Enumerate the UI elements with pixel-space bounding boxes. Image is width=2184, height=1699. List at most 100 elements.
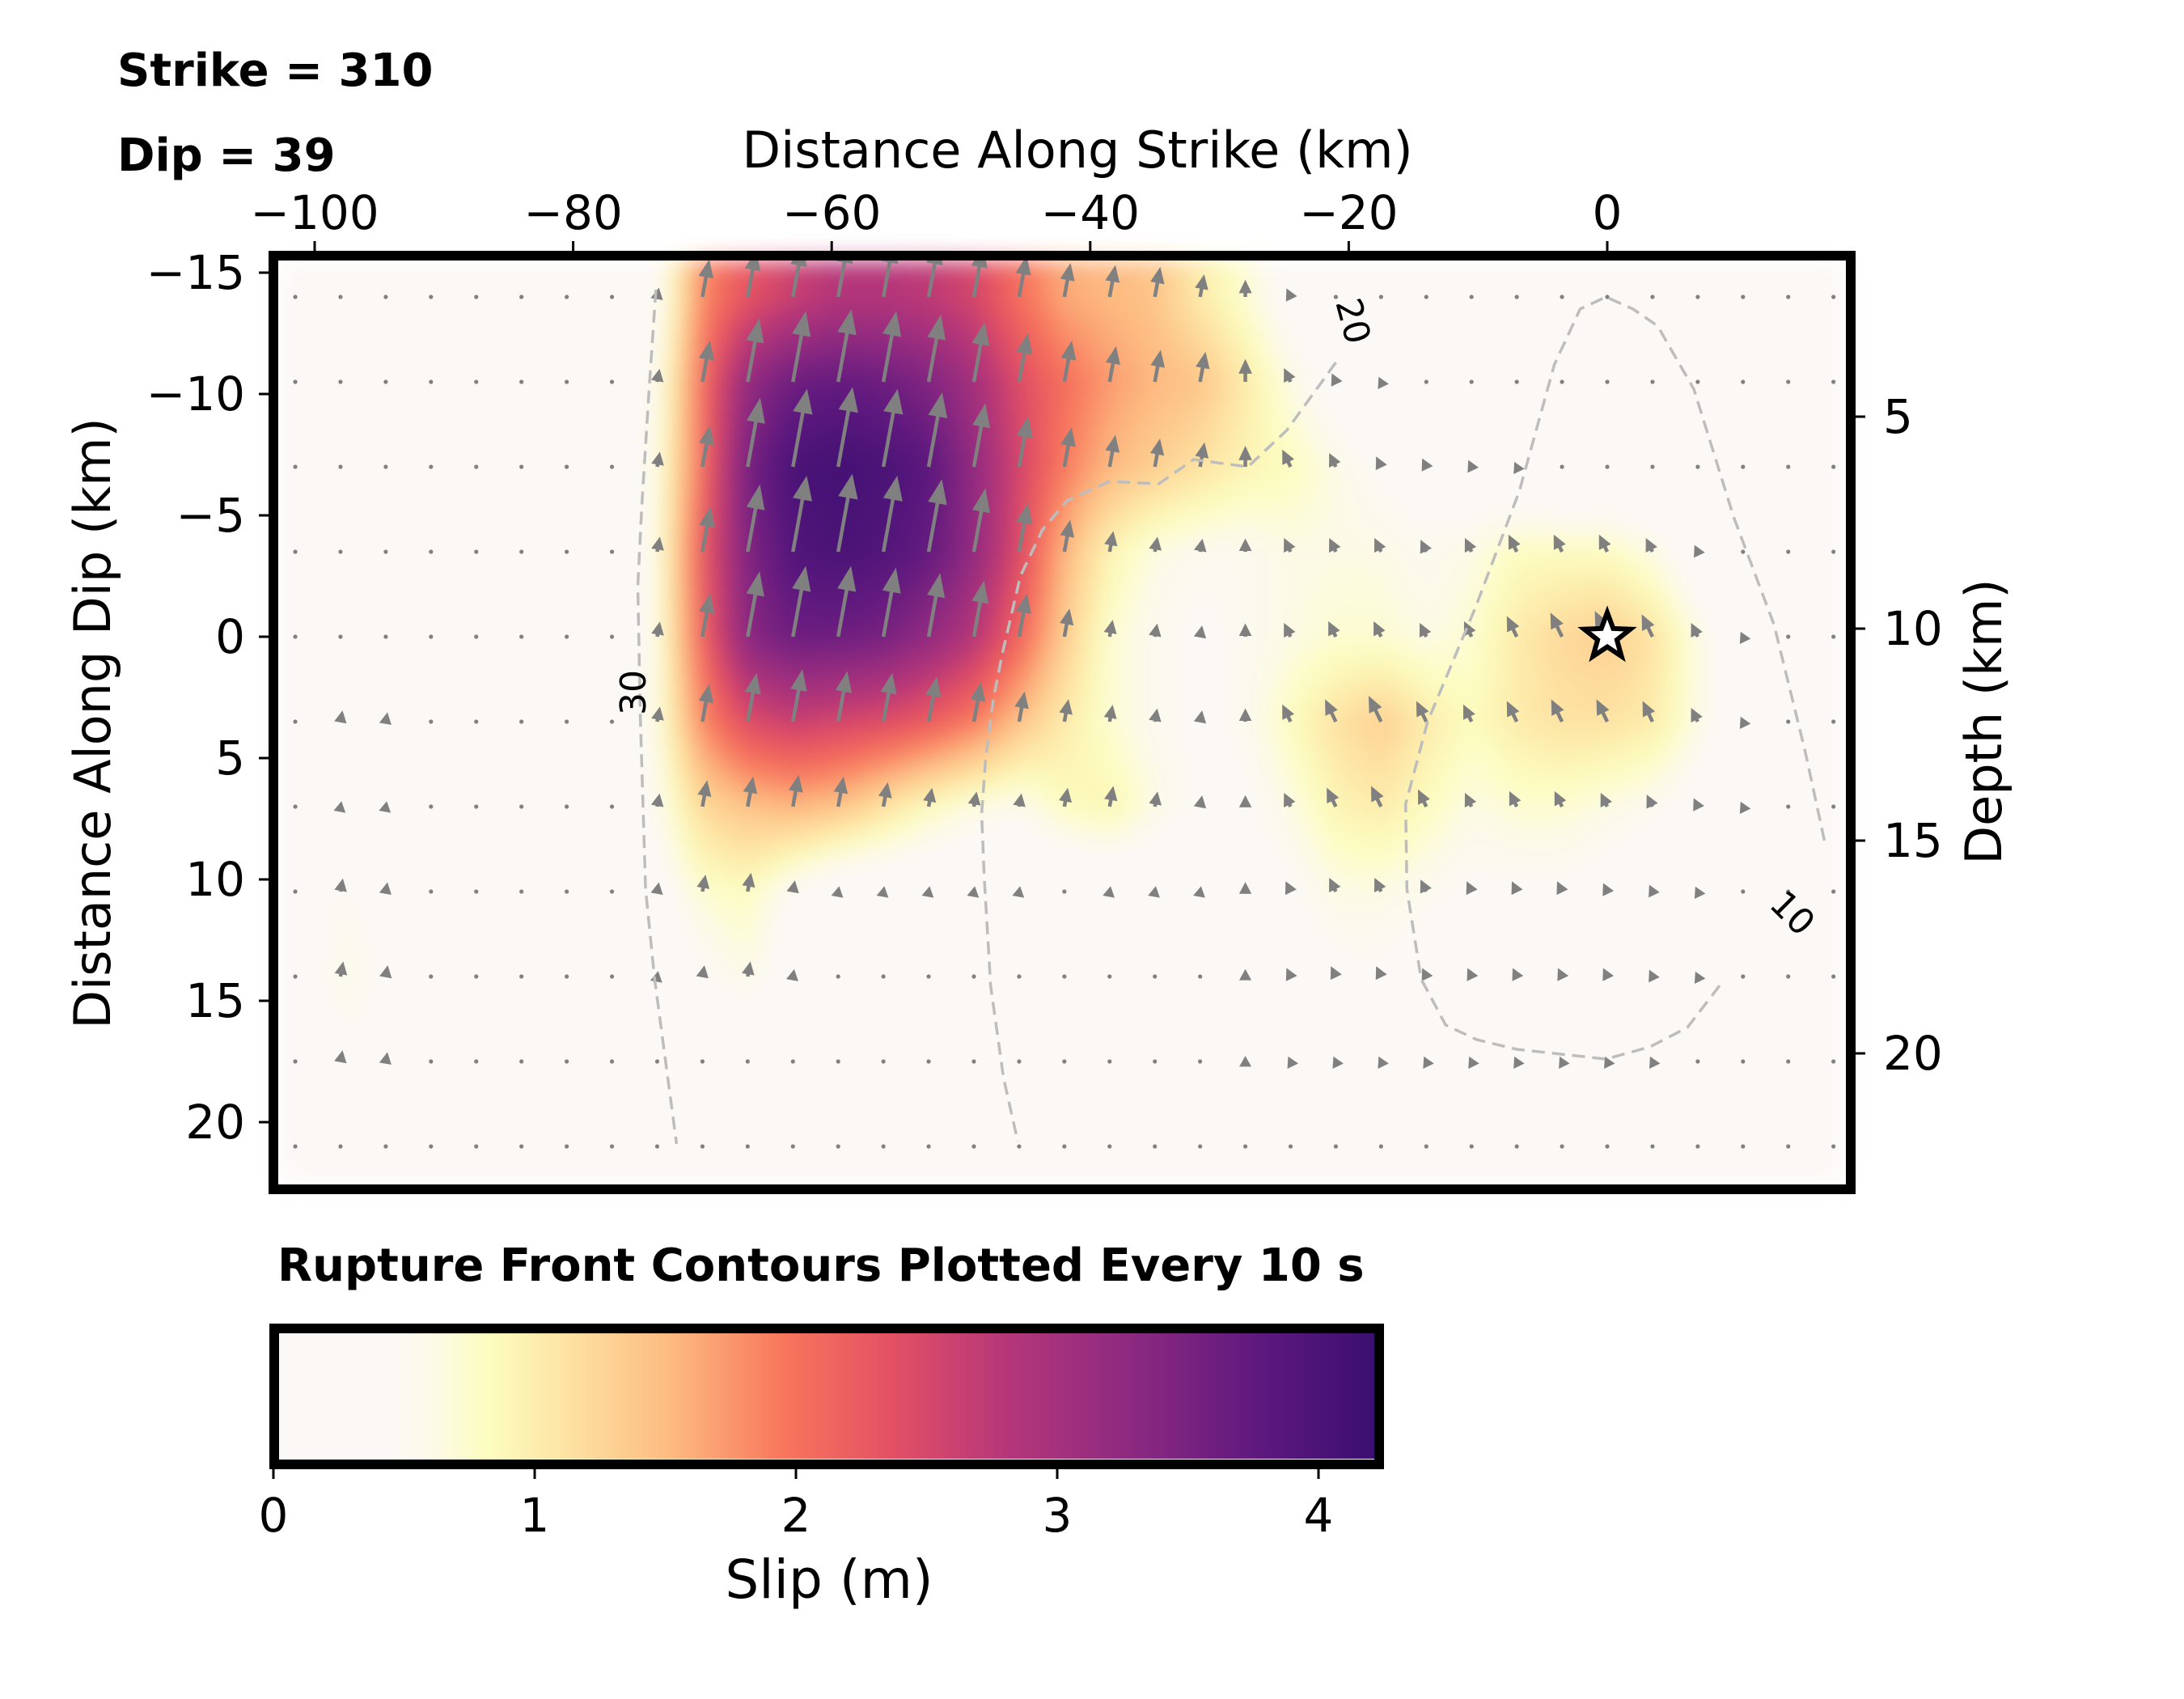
slip-vector-arrow [831, 886, 844, 898]
vector-dot [1786, 1059, 1791, 1064]
vector-dot [383, 294, 388, 299]
slip-vector-arrow [1016, 416, 1033, 468]
colorbar-frame [269, 1324, 1384, 1469]
vector-dot [1831, 634, 1836, 639]
vector-dot [926, 1144, 931, 1149]
slip-vector-arrow [1332, 1056, 1344, 1070]
slip-vector-arrow [696, 965, 709, 979]
x-tick-label: −20 [1299, 185, 1399, 240]
slip-vector-arrow [698, 684, 714, 722]
vector-dot [293, 1059, 298, 1064]
slip-vector-arrow [744, 672, 761, 722]
y-right-tick-label: 10 [1883, 601, 1943, 656]
slip-vector-arrow [1467, 460, 1479, 473]
slip-vector-arrow [1012, 886, 1025, 898]
slip-vector-arrow [1373, 537, 1386, 553]
strike-label: Strike = 310 [117, 44, 434, 97]
vector-dot [1560, 1144, 1564, 1149]
vector-dot [790, 1144, 795, 1149]
y-left-tick-label: −5 [176, 488, 246, 543]
vector-dot [1695, 294, 1700, 299]
vector-dot [565, 294, 569, 299]
slip-vector-arrow [1284, 367, 1296, 383]
slip-vector-arrow [1373, 877, 1386, 892]
vector-dot [745, 1144, 750, 1149]
slip-vector-arrow [1193, 795, 1207, 809]
slip-vector-arrow [1513, 1056, 1525, 1070]
slip-vector-arrow [1325, 699, 1338, 722]
slip-vector-arrow [1509, 790, 1522, 807]
vector-dot [1786, 1144, 1791, 1149]
slip-vector-arrow [1420, 879, 1432, 894]
slip-vector-arrow [698, 261, 714, 298]
slip-vector-arrow [1330, 966, 1342, 981]
vector-dot [1786, 974, 1791, 979]
slip-vector-arrow [1739, 716, 1751, 730]
y-left-tick-label: 10 [185, 852, 245, 907]
vector-dot [1062, 974, 1067, 979]
vector-dot [881, 974, 886, 979]
slip-vector-arrow [1284, 622, 1296, 638]
vector-dot [293, 294, 298, 299]
vector-dot [474, 719, 479, 724]
slip-vector-arrow [791, 475, 812, 553]
vector-dot [1198, 1059, 1203, 1064]
slip-vector-arrow [1691, 707, 1703, 722]
axis-ticks [259, 241, 1865, 1479]
slip-vector-arrow [836, 473, 858, 553]
vector-dot [1741, 464, 1746, 469]
vector-dot [429, 464, 434, 469]
vector-dot [881, 1144, 886, 1149]
vector-dot [293, 719, 298, 724]
slip-vector-arrow [1371, 786, 1384, 807]
vector-dot [971, 1059, 976, 1064]
slip-vector-arrow [1282, 704, 1295, 722]
y-left-tick-label: 0 [215, 609, 245, 664]
vector-dot [1469, 294, 1474, 299]
vector-dot [1831, 974, 1836, 979]
slip-vector-arrow [1554, 790, 1567, 807]
slip-vector-arrow [1468, 1056, 1479, 1070]
vector-dot [1107, 974, 1112, 979]
vector-dot [609, 549, 615, 554]
x-tick-label: 0 [1592, 185, 1623, 240]
vector-dot [293, 379, 298, 384]
vector-dot [971, 974, 976, 979]
slip-vector-arrow [971, 488, 991, 553]
vector-dot [836, 974, 840, 979]
vector-dot [1741, 379, 1746, 384]
slip-vector-arrow [786, 880, 799, 894]
slip-vector-arrow [1373, 621, 1386, 638]
slip-heatmap [278, 261, 1846, 1184]
vector-dot [609, 1059, 615, 1064]
slip-vector-arrow [651, 621, 664, 638]
vector-dot [881, 1059, 886, 1064]
vector-dot [429, 1144, 434, 1149]
slip-vector-arrow [1016, 333, 1033, 383]
vector-dot [519, 1144, 524, 1149]
vector-dot [338, 294, 343, 299]
slip-vector-arrow [1551, 699, 1564, 722]
slip-vector-arrow [1331, 373, 1343, 387]
slip-vector-arrow [1464, 792, 1477, 807]
slip-vector-arrow [788, 774, 803, 807]
slip-vector-arrow [971, 261, 988, 298]
vector-dot [565, 974, 569, 979]
hypocenter-star-icon [1577, 605, 1637, 663]
slip-vector-arrow [1148, 886, 1160, 898]
vector-dot [1514, 379, 1519, 384]
slip-vector-arrow [1105, 434, 1120, 468]
vector-dot [609, 634, 615, 639]
slip-vector-arrow [1103, 620, 1117, 638]
slip-vector-arrow [881, 388, 904, 468]
slip-vector-arrow [1557, 968, 1569, 981]
slip-vector-arrow [836, 387, 858, 468]
vector-dot [383, 549, 388, 554]
slip-vector-arrow [1238, 358, 1252, 382]
slip-vector-arrow [1421, 968, 1433, 981]
vector-dot [1333, 294, 1339, 299]
slip-vector-arrow [746, 571, 764, 638]
vector-dot [1605, 379, 1610, 384]
vector-dot [926, 974, 931, 979]
vector-dot [383, 379, 388, 384]
